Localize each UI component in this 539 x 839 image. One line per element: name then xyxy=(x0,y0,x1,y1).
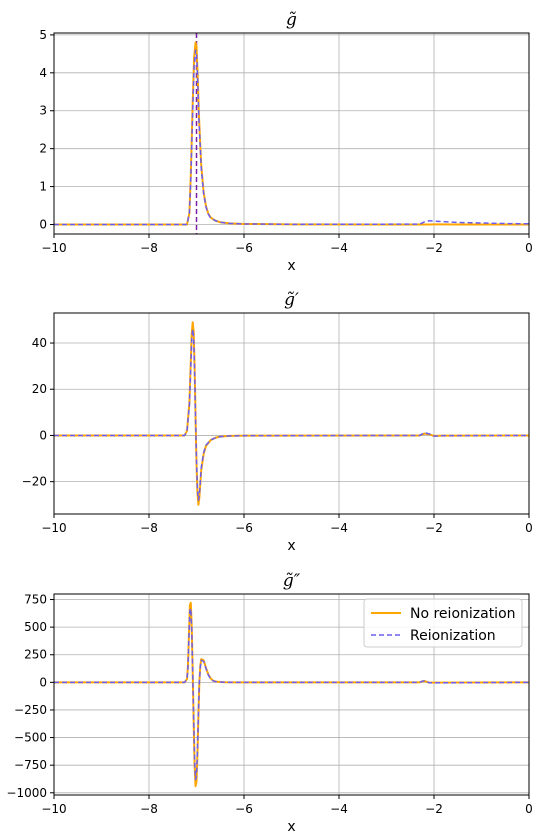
x-tick-label: −10 xyxy=(41,802,66,816)
y-tick-label: 4 xyxy=(39,66,47,80)
x-tick-label: −8 xyxy=(140,521,158,535)
legend-entry-label: No reionization xyxy=(410,606,516,622)
axes-frame xyxy=(54,33,529,234)
chart-title: g̃″ xyxy=(283,571,301,591)
x-axis-label: x xyxy=(287,258,295,274)
x-tick-label: −10 xyxy=(41,241,66,255)
legend-entry-label: Reionization xyxy=(410,628,496,644)
series-line-reionization xyxy=(54,329,529,500)
y-tick-label: 250 xyxy=(24,648,47,662)
chart-panel-1: −10 −8 −6 −4 −2 0 0 1 2 3 4 5 g̃ x xyxy=(39,10,532,274)
y-tick-label: 0 xyxy=(39,218,47,232)
y-tick-label: −500 xyxy=(14,731,47,745)
y-tick-label: −750 xyxy=(14,758,47,772)
y-tick-label: 750 xyxy=(24,593,47,607)
y-tick-label: 20 xyxy=(32,382,47,396)
x-axis-label: x xyxy=(287,538,295,554)
x-tick-label: −8 xyxy=(140,241,158,255)
y-tick-label: 40 xyxy=(32,336,47,350)
y-tick-label: −1000 xyxy=(6,786,47,800)
x-tick-label: −6 xyxy=(235,521,253,535)
series-line-no-reionization xyxy=(54,42,529,224)
y-tick-label: 2 xyxy=(39,142,47,156)
legend: No reionization Reionization xyxy=(364,599,522,647)
x-tick-label: −4 xyxy=(330,802,348,816)
x-tick-label: −2 xyxy=(425,521,443,535)
series-line-no-reionization xyxy=(54,322,529,505)
y-tick-label: 1 xyxy=(39,180,47,194)
chart-title: g̃′ xyxy=(284,290,299,310)
x-tick-label: 0 xyxy=(525,241,533,255)
x-tick-label: 0 xyxy=(525,802,533,816)
x-tick-label: 0 xyxy=(525,521,533,535)
x-tick-label: −6 xyxy=(235,802,253,816)
series-line-reionization xyxy=(54,50,529,224)
y-tick-label: −20 xyxy=(22,475,47,489)
chart-panel-3: −10 −8 −6 −4 −2 0 −1000 −750 −500 −250 0 250 500 750 g… xyxy=(6,571,532,835)
y-tick-label: 3 xyxy=(39,104,47,118)
x-tick-label: −4 xyxy=(330,521,348,535)
y-tick-label: 0 xyxy=(39,428,47,442)
y-tick-label: 500 xyxy=(24,620,47,634)
x-tick-label: −8 xyxy=(140,802,158,816)
chart-title: g̃ xyxy=(286,10,297,30)
x-tick-label: −10 xyxy=(41,521,66,535)
x-tick-label: −2 xyxy=(425,241,443,255)
x-tick-label: −6 xyxy=(235,241,253,255)
y-tick-label: 5 xyxy=(39,28,47,42)
x-tick-label: −4 xyxy=(330,241,348,255)
x-axis-label: x xyxy=(287,819,295,835)
y-tick-label: 0 xyxy=(39,675,47,689)
y-tick-label: −250 xyxy=(14,703,47,717)
x-tick-label: −2 xyxy=(425,802,443,816)
